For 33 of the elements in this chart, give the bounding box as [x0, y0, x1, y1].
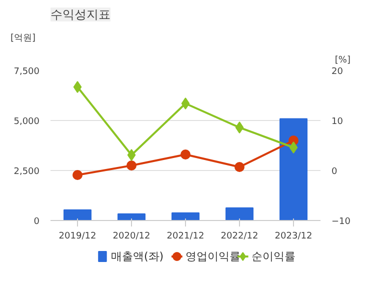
legend-label: 영업이익률	[185, 250, 240, 263]
point	[126, 160, 136, 170]
bar	[226, 207, 254, 220]
point	[181, 98, 190, 110]
x-tick-label: 2021/12	[166, 232, 204, 242]
point	[127, 149, 136, 161]
point	[72, 170, 82, 180]
x-tick-label: 2023/12	[274, 232, 312, 242]
bar	[64, 209, 92, 220]
y2-tick-label: 20	[332, 67, 344, 77]
point	[234, 162, 244, 172]
x-tick-label: 2020/12	[112, 232, 150, 242]
y-tick-label: 5,000	[14, 117, 40, 127]
legend-label: 순이익률	[251, 250, 296, 263]
y2-tick-label: 0	[332, 167, 338, 177]
y-axis-title: [억원]	[10, 34, 36, 44]
x-tick-label: 2022/12	[220, 232, 258, 242]
bar	[118, 213, 146, 220]
bar	[280, 118, 308, 220]
legend-label: 매출액(좌)	[111, 250, 164, 263]
bar	[172, 212, 200, 220]
point	[289, 142, 298, 154]
y-tick-label: 2,500	[14, 167, 40, 177]
y-tick-label: 7,500	[14, 67, 40, 77]
y-tick-label: 0	[34, 217, 40, 227]
chart-title: 수익성지표	[50, 8, 110, 22]
x-tick-label: 2019/12	[58, 232, 96, 242]
point	[235, 122, 244, 134]
y2-tick-label: −10	[332, 217, 351, 227]
point	[73, 81, 82, 93]
y2-axis-title: [%]	[334, 56, 351, 66]
y2-tick-label: 10	[332, 117, 344, 127]
point	[180, 150, 190, 160]
